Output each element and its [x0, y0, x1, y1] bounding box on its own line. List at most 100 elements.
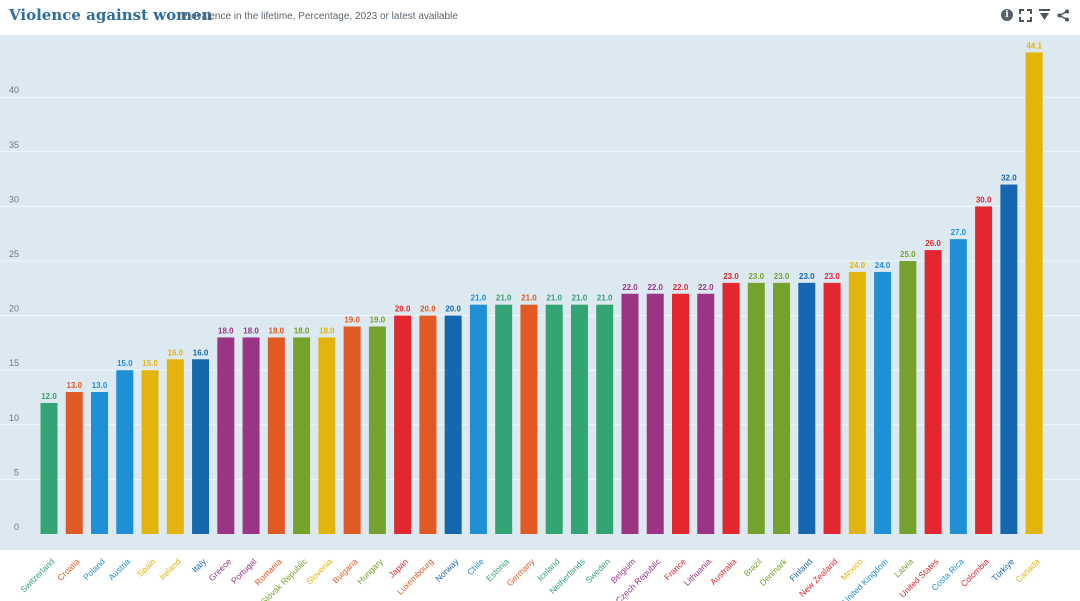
- value-label: 18.0: [294, 326, 310, 335]
- bar[interactable]: [848, 271, 866, 534]
- bar[interactable]: [899, 261, 917, 534]
- value-label: 22.0: [647, 283, 663, 292]
- x-tick-label: Switzerland: [18, 556, 56, 594]
- bar[interactable]: [773, 282, 791, 534]
- bar[interactable]: [444, 315, 462, 534]
- x-tick-label: Sweden: [583, 556, 612, 585]
- bar[interactable]: [672, 293, 689, 534]
- x-tick-label: Croatia: [55, 556, 82, 583]
- bar[interactable]: [1000, 184, 1018, 534]
- y-tick-label: 0: [14, 522, 19, 532]
- bar[interactable]: [368, 326, 386, 534]
- bar[interactable]: [722, 282, 740, 534]
- bar[interactable]: [495, 304, 513, 534]
- info-icon[interactable]: i: [1001, 9, 1013, 21]
- value-label: 21.0: [597, 294, 613, 303]
- x-tick-label: Canada: [1013, 556, 1041, 584]
- bar[interactable]: [823, 282, 841, 534]
- x-tick-label: Türkiye: [990, 556, 1017, 583]
- bar[interactable]: [293, 337, 311, 534]
- x-tick-label: Latvia: [892, 556, 915, 579]
- value-label: 32.0: [1001, 174, 1017, 183]
- x-tick-label: Denmark: [757, 556, 789, 588]
- x-tick-label: Austria: [106, 556, 132, 582]
- bar[interactable]: [469, 304, 487, 534]
- bar[interactable]: [394, 315, 412, 534]
- chart-subtitle: Prevalence in the lifetime, Percentage, …: [181, 11, 458, 22]
- value-label: 12.0: [41, 392, 57, 401]
- value-label: 26.0: [925, 239, 941, 248]
- x-tick-label: Hungary: [355, 556, 385, 586]
- bar[interactable]: [621, 293, 639, 534]
- bar[interactable]: [747, 282, 765, 534]
- bar[interactable]: [545, 304, 563, 534]
- x-tick-label: Chile: [465, 556, 486, 577]
- plot-background: [0, 35, 1080, 550]
- bar[interactable]: [318, 337, 336, 534]
- value-label: 44.1: [1026, 41, 1042, 50]
- bar[interactable]: [924, 250, 942, 534]
- bar[interactable]: [520, 304, 538, 534]
- value-label: 23.0: [774, 272, 790, 281]
- chart-title: Violence against women: [9, 6, 213, 24]
- bar[interactable]: [343, 326, 361, 534]
- x-tick-label: Lithuania: [682, 556, 714, 588]
- value-label: 23.0: [748, 272, 764, 281]
- y-tick-label: 25: [9, 249, 19, 259]
- bar[interactable]: [798, 282, 816, 534]
- value-label: 25.0: [900, 250, 916, 259]
- x-tick-label: Ireland: [157, 556, 183, 582]
- value-label: 13.0: [66, 381, 82, 390]
- bar[interactable]: [40, 402, 58, 534]
- bar[interactable]: [646, 293, 664, 534]
- value-label: 19.0: [344, 316, 360, 325]
- value-label: 21.0: [572, 294, 588, 303]
- bar[interactable]: [141, 370, 159, 534]
- bar[interactable]: [975, 206, 993, 534]
- bar[interactable]: [697, 293, 715, 534]
- value-label: 27.0: [951, 228, 967, 237]
- value-label: 22.0: [673, 283, 689, 292]
- bar[interactable]: [217, 337, 235, 534]
- bar[interactable]: [91, 392, 109, 534]
- value-label: 15.0: [117, 359, 133, 368]
- share-icon[interactable]: [1057, 9, 1070, 22]
- value-label: 21.0: [546, 294, 562, 303]
- bar[interactable]: [949, 239, 967, 534]
- bar[interactable]: [874, 271, 892, 534]
- bar[interactable]: [65, 392, 83, 534]
- bar[interactable]: [267, 337, 285, 534]
- x-tick-label: Bulgaria: [330, 556, 359, 585]
- x-tick-label: Germany: [505, 556, 537, 588]
- value-label: 20.0: [420, 305, 436, 314]
- value-label: 23.0: [799, 272, 815, 281]
- x-tick-label: Slovenia: [304, 556, 334, 586]
- bar[interactable]: [1025, 52, 1043, 534]
- bar[interactable]: [242, 337, 260, 534]
- bar[interactable]: [166, 359, 184, 534]
- y-tick-label: 15: [9, 358, 19, 368]
- value-label: 24.0: [850, 261, 866, 270]
- download-icon[interactable]: [1038, 9, 1051, 22]
- value-label: 20.0: [445, 305, 461, 314]
- expand-icon[interactable]: [1019, 9, 1032, 22]
- bar[interactable]: [570, 304, 588, 534]
- bar[interactable]: [192, 359, 210, 534]
- value-label: 21.0: [471, 294, 487, 303]
- bar[interactable]: [116, 370, 134, 534]
- value-label: 23.0: [824, 272, 840, 281]
- x-tick-label: Italy: [190, 556, 209, 575]
- value-label: 23.0: [723, 272, 739, 281]
- bar[interactable]: [419, 315, 437, 534]
- bar[interactable]: [596, 304, 614, 534]
- value-label: 16.0: [193, 348, 209, 357]
- value-label: 21.0: [521, 294, 537, 303]
- y-tick-label: 35: [9, 140, 19, 150]
- x-tick-label: Norway: [433, 556, 461, 584]
- y-tick-label: 20: [9, 304, 19, 314]
- value-label: 18.0: [269, 326, 285, 335]
- x-tick-label: Brazil: [742, 556, 764, 578]
- y-tick-label: 40: [9, 85, 19, 95]
- x-tick-label: Australia: [708, 556, 739, 587]
